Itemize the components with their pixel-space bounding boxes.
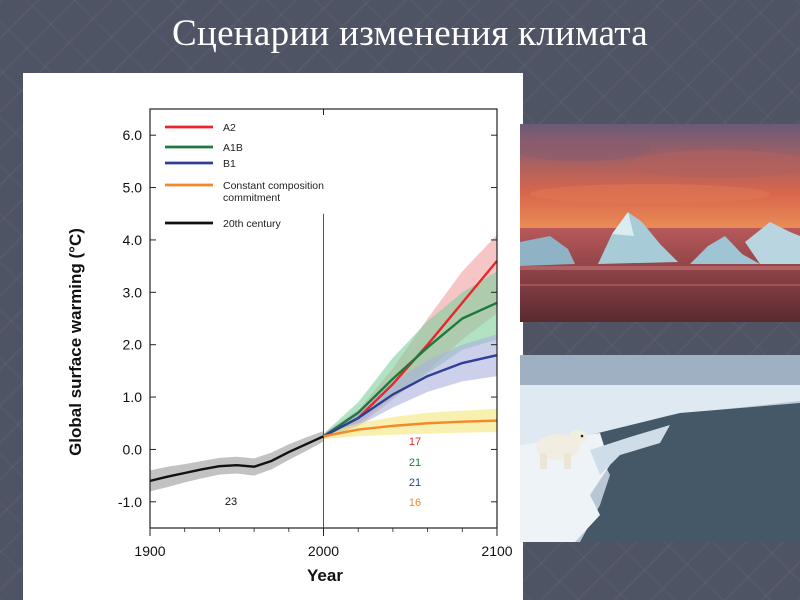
x-tick-label-0: 1900 bbox=[134, 543, 165, 559]
slide-title: Сценарии изменения климата bbox=[171, 13, 648, 54]
band-series-4 bbox=[150, 431, 324, 492]
y-tick-label-5: 4.0 bbox=[123, 232, 143, 248]
line-series-2 bbox=[322, 353, 498, 438]
y-tick-label-3: 2.0 bbox=[123, 337, 143, 353]
line-series-1 bbox=[322, 301, 498, 438]
y-tick-label-7: 6.0 bbox=[123, 127, 143, 143]
count-label-3: 16 bbox=[409, 497, 421, 509]
model-count-labels: 17 21 21 16 23 bbox=[225, 436, 421, 509]
y-tick-label-4: 3.0 bbox=[123, 284, 143, 300]
y-tick-label-6: 5.0 bbox=[123, 180, 143, 196]
y-axis-title: Global surface warming (°C) bbox=[66, 228, 85, 456]
band-series-0 bbox=[323, 234, 497, 439]
line-series-4 bbox=[149, 435, 324, 483]
legend-label-0: A2 bbox=[223, 122, 236, 134]
y-tick-label-0: -1.0 bbox=[118, 494, 142, 510]
legend-label-4: 20th century bbox=[223, 218, 282, 230]
count-label-2: 21 bbox=[409, 477, 421, 489]
arctic-sunset-photo bbox=[520, 124, 800, 322]
x-tick-label-1: 2000 bbox=[308, 543, 339, 559]
legend-label-1: A1B bbox=[223, 142, 243, 154]
count-label-0: 17 bbox=[409, 436, 421, 448]
x-tick-label-2: 2100 bbox=[481, 543, 512, 559]
axis-ticks bbox=[149, 109, 498, 536]
legend-label-3: Constant composition commitment bbox=[223, 180, 324, 204]
chart-panel: -1.0 0.0 1.0 2.0 3.0 4.0 5.0 6.0 1900 2000 2100 Ye… bbox=[23, 73, 523, 600]
count-label-1: 21 bbox=[409, 457, 421, 469]
count-label-4: 23 bbox=[225, 496, 237, 508]
line-series-3 bbox=[323, 419, 498, 438]
legend-label-2: B1 bbox=[223, 158, 236, 170]
x-axis-title: Year bbox=[307, 566, 343, 585]
y-tick-label-2: 1.0 bbox=[123, 389, 143, 405]
polar-bear-photo bbox=[520, 355, 800, 542]
y-tick-label-1: 0.0 bbox=[123, 441, 143, 457]
warming-chart: -1.0 0.0 1.0 2.0 3.0 4.0 5.0 6.0 1900 2000 2100 Ye… bbox=[66, 108, 513, 585]
series-lines bbox=[149, 260, 498, 483]
legend: A2 A1B B1 Constant composition commitment 20t… bbox=[165, 122, 324, 230]
tick-labels: -1.0 0.0 1.0 2.0 3.0 4.0 5.0 6.0 1900 2000 2100 bbox=[118, 127, 513, 559]
